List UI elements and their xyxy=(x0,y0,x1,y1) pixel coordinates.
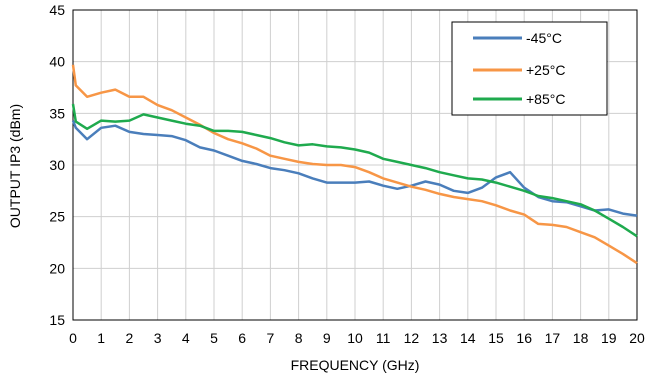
x-tick-label: 10 xyxy=(347,330,363,346)
x-tick-label: 18 xyxy=(573,330,589,346)
y-tick-label: 30 xyxy=(49,157,65,173)
x-tick-label: 1 xyxy=(97,330,105,346)
x-tick-label: 2 xyxy=(126,330,134,346)
y-tick-labels: 15 20 25 30 35 40 45 xyxy=(49,2,65,328)
x-tick-label: 16 xyxy=(516,330,532,346)
x-tick-label: 19 xyxy=(601,330,617,346)
x-tick-label: 8 xyxy=(295,330,303,346)
x-tick-label: 3 xyxy=(154,330,162,346)
legend-label-plus85: +85°C xyxy=(526,91,565,107)
x-tick-label: 11 xyxy=(376,330,391,346)
y-tick-label: 35 xyxy=(49,105,65,121)
series-line-plus85 xyxy=(71,103,638,238)
x-axis-label: FREQUENCY (GHz) xyxy=(291,357,420,373)
x-tick-label: 20 xyxy=(629,330,645,346)
legend-label-minus45: -45°C xyxy=(526,30,562,46)
y-axis-label: OUTPUT IP3 (dBm) xyxy=(7,104,23,228)
x-tick-label: 9 xyxy=(323,330,331,346)
x-tick-label: 5 xyxy=(210,330,218,346)
x-tick-label: 12 xyxy=(404,330,420,346)
plot-area-frame xyxy=(72,9,638,321)
series-line-plus25 xyxy=(71,64,638,265)
legend: -45°C +25°C +85°C xyxy=(451,21,608,116)
x-tick-label: 4 xyxy=(182,330,190,346)
x-tick-label: 13 xyxy=(432,330,448,346)
y-tick-label: 20 xyxy=(49,260,65,276)
legend-label-plus25: +25°C xyxy=(526,62,565,78)
x-tick-label: 6 xyxy=(238,330,246,346)
x-tick-label: 15 xyxy=(488,330,504,346)
y-tick-label: 25 xyxy=(49,209,65,225)
x-tick-label: 7 xyxy=(267,330,275,346)
x-tick-label: 17 xyxy=(545,330,561,346)
x-tick-label: 0 xyxy=(69,330,77,346)
x-tick-labels: 0 1 2 3 4 5 6 7 8 9 10 11 12 13 14 15 16 17 18 19 20 xyxy=(69,330,645,346)
x-tick-label: 14 xyxy=(460,330,476,346)
y-tick-label: 40 xyxy=(49,54,65,70)
y-tick-label: 15 xyxy=(49,312,65,328)
y-tick-label: 45 xyxy=(49,2,65,18)
series-layer xyxy=(71,64,638,265)
series-line-minus45 xyxy=(71,120,638,217)
